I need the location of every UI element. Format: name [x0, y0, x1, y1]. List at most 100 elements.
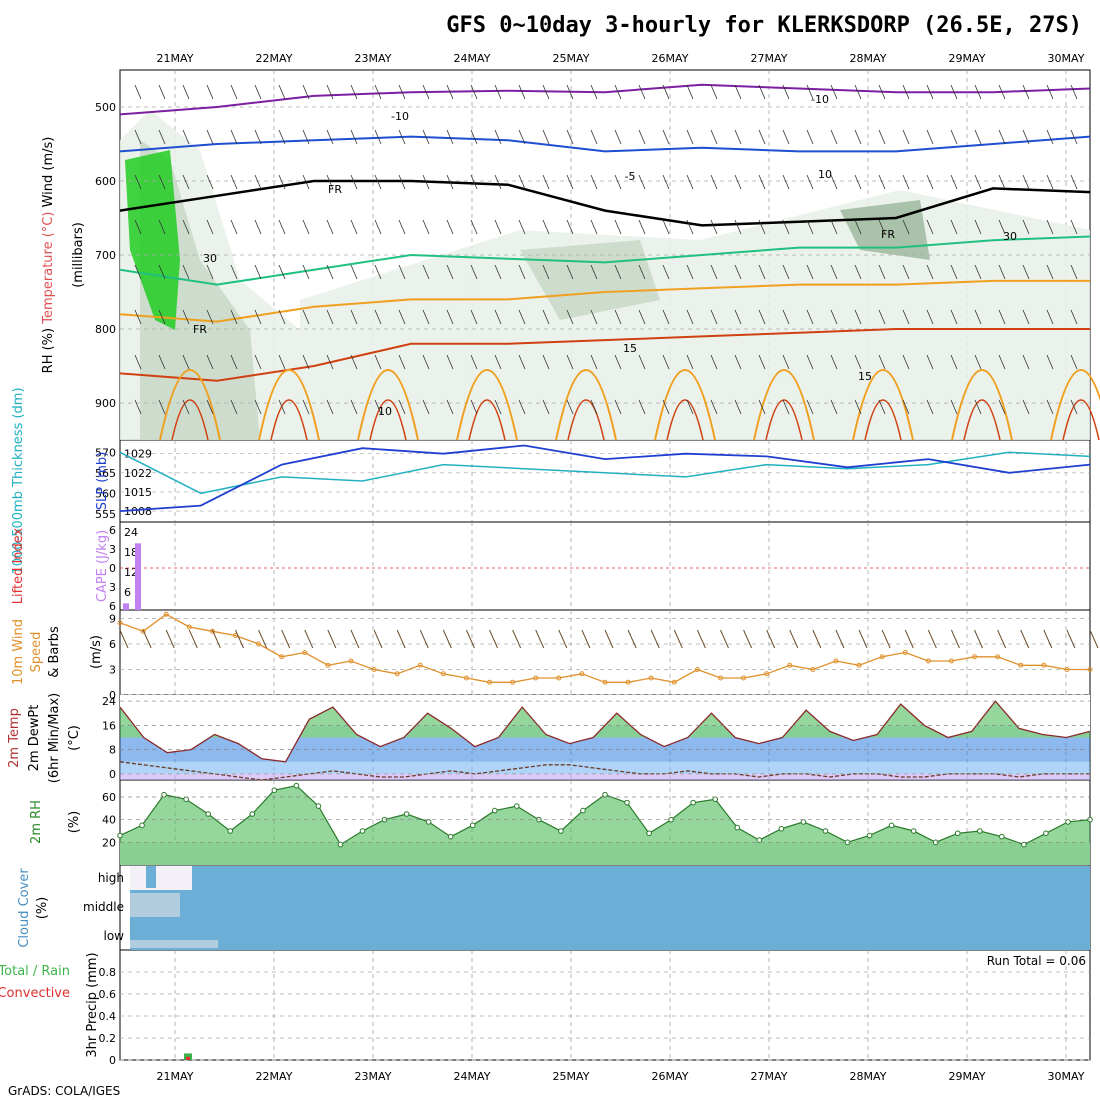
wind-barb	[494, 174, 502, 190]
rh2m-point	[447, 833, 454, 840]
wind-barb	[710, 264, 718, 280]
wind10-barb	[327, 629, 337, 649]
wind-barb	[422, 129, 430, 145]
li-tick: 0	[109, 562, 116, 575]
rh2m-point	[800, 819, 807, 825]
date-tick-bottom: 28MAY	[850, 1070, 887, 1083]
wind-barb	[302, 354, 310, 370]
wind10-point	[117, 620, 123, 626]
wind-barb	[278, 129, 286, 145]
wind-barb	[998, 84, 1006, 100]
wind10-line	[119, 613, 1090, 683]
wind-barb	[830, 84, 838, 100]
warm-contour	[654, 369, 716, 441]
wind-barb	[998, 354, 1006, 370]
wind-barb	[422, 354, 430, 370]
rh2m-point	[491, 807, 498, 814]
wind10-point	[256, 641, 262, 647]
wind10-barb	[142, 629, 152, 649]
temp-contour--5	[119, 135, 1091, 153]
wind-barb	[542, 264, 550, 280]
date-tick-bottom: 25MAY	[553, 1070, 590, 1083]
wind10-point	[463, 675, 469, 681]
cloud-gap-high-fill	[146, 866, 156, 888]
wind-barb	[518, 84, 526, 100]
wind-barb	[350, 174, 358, 190]
precip-tick: 0.6	[99, 988, 117, 1001]
wind10-point	[810, 667, 816, 672]
rh2m-point	[315, 803, 322, 809]
wind-barb	[182, 219, 190, 235]
wind10-barb	[1089, 629, 1099, 649]
date-tick-top: 21MAY	[157, 52, 194, 65]
contour-label: -5	[625, 170, 636, 183]
wind-barb	[758, 354, 766, 370]
wind-barb	[326, 264, 334, 280]
wind-barb	[830, 309, 838, 325]
wind-barb	[998, 309, 1006, 325]
rh2m-point	[183, 796, 189, 803]
cloud-row-label: high	[98, 871, 124, 885]
li-ylabel: Lifted Index	[11, 527, 26, 604]
temp-contour-5	[119, 279, 1090, 323]
wind-barb	[974, 219, 982, 235]
wind-tick: 9	[109, 613, 116, 626]
wind-barb	[230, 84, 238, 100]
contour-label: FR	[881, 228, 895, 241]
wind10-barb	[396, 629, 406, 649]
wind-barb	[806, 399, 814, 415]
wind-barb	[302, 129, 310, 145]
rh-shade	[125, 150, 180, 330]
wind-barb	[950, 309, 958, 325]
wind-barb	[590, 174, 598, 190]
wind10-barb	[258, 629, 268, 649]
wind10-point	[1064, 667, 1070, 672]
wind-barb	[854, 219, 862, 235]
wind-barb	[1022, 264, 1030, 280]
temp-contour-10	[119, 328, 1090, 382]
wind10-point	[186, 624, 192, 630]
date-tick-bottom: 29MAY	[949, 1070, 986, 1083]
wind-barb	[518, 399, 526, 415]
rh2m-tick: 20	[102, 836, 116, 849]
top-date-axis: 21MAY 22MAY 23MAY 24MAY 25MAY 26MAY 27MAY 28MAY…	[157, 52, 1085, 65]
temp2m-line	[119, 700, 1091, 763]
wind-barb	[1046, 129, 1054, 145]
wind10-point	[787, 662, 793, 668]
wind-barb	[662, 354, 670, 370]
wind10-barb	[743, 629, 753, 649]
warm-contour-inner	[468, 399, 506, 441]
wind-barb	[1070, 174, 1078, 190]
temp-tick: 24	[102, 695, 116, 708]
wind-barb	[1022, 354, 1030, 370]
pressure-tick: 700	[95, 249, 116, 262]
wind-barb	[614, 84, 622, 100]
ylabel-part: Wind (m/s)	[41, 137, 56, 208]
rh2m-point	[293, 782, 300, 789]
wind-barb	[254, 219, 262, 235]
wind-barb	[182, 84, 190, 100]
wind-barb	[206, 309, 214, 325]
wind10-barb	[211, 629, 221, 649]
wind10-barb	[558, 629, 568, 649]
wind10-point	[1018, 662, 1024, 668]
wind-barb	[806, 309, 814, 325]
ylabel-part: 10m Wind	[11, 619, 26, 685]
wind-barb	[470, 129, 478, 145]
wind-barb	[182, 174, 190, 190]
wind-barb	[614, 174, 622, 190]
wind-barb	[926, 219, 934, 235]
wind-barb	[974, 129, 982, 145]
wind-barb	[998, 219, 1006, 235]
wind-barb	[1070, 354, 1078, 370]
wind-barb	[974, 309, 982, 325]
warm-contour-inner	[864, 399, 902, 441]
wind-barb	[542, 219, 550, 235]
wind-barb	[806, 219, 814, 235]
wind-barb	[1070, 264, 1078, 280]
temp-tick: 0	[109, 768, 116, 781]
wind10-barb	[165, 629, 175, 649]
wind-barb	[830, 399, 838, 415]
wind-barb	[542, 84, 550, 100]
